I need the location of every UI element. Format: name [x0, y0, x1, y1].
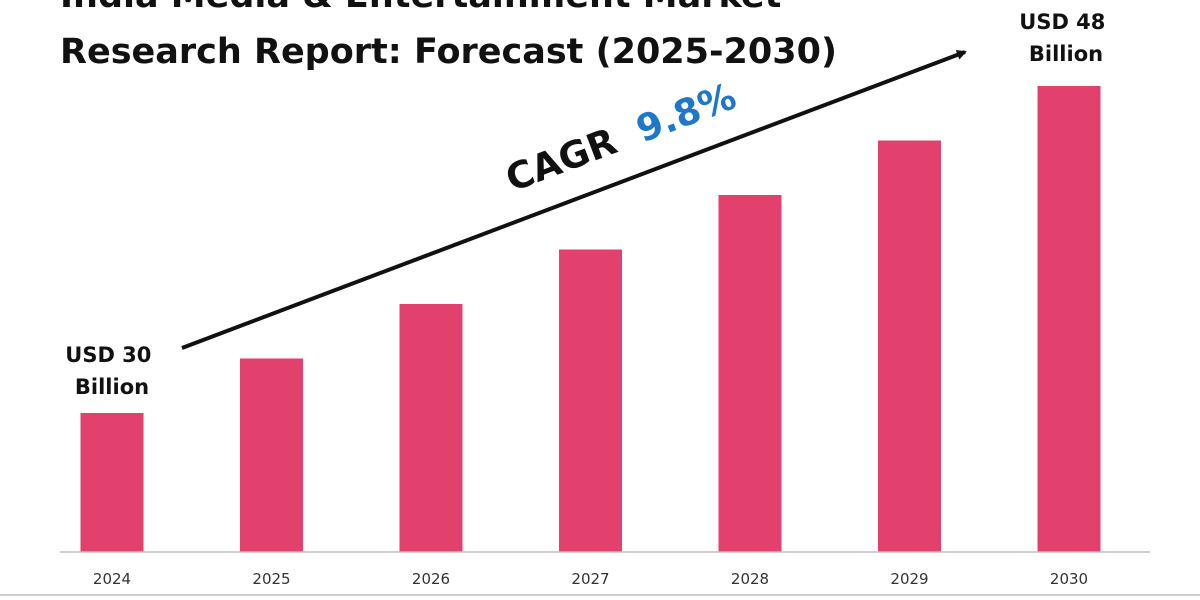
bar-2030	[1037, 86, 1101, 552]
end-value-line-2: Billion	[1029, 42, 1103, 66]
chart-title-line-2: Research Report: Forecast (2025-2030)	[60, 32, 837, 72]
bottom-border	[0, 594, 1200, 596]
x-tick-label-2026: 2026	[412, 570, 450, 588]
cagr-value: 9.8%	[631, 75, 742, 151]
bar-2025	[240, 358, 303, 552]
bar-2024	[80, 413, 144, 552]
x-tick-labels: 2024 2025 2026 2027 2028 2029 2030	[93, 570, 1088, 588]
bar-series	[80, 86, 1101, 552]
x-tick-label-2025: 2025	[252, 570, 290, 588]
start-value-line-1: USD 30	[65, 343, 151, 367]
start-value-line-2: Billion	[75, 375, 149, 399]
bar-2028	[718, 195, 782, 552]
end-value-label: USD 48 Billion	[1019, 10, 1112, 66]
bar-2026	[399, 304, 463, 552]
x-tick-label-2024: 2024	[93, 570, 131, 588]
end-value-line-1: USD 48	[1019, 10, 1105, 34]
growth-trend-arrow	[181, 50, 967, 350]
chart-title: India Media & Entertainment Market Resea…	[60, 0, 940, 80]
x-tick-label-2027: 2027	[571, 570, 609, 588]
x-tick-label-2030: 2030	[1050, 570, 1088, 588]
x-tick-label-2028: 2028	[731, 570, 769, 588]
chart-title-line-1: India Media & Entertainment Market	[60, 0, 940, 24]
bar-2027	[559, 249, 622, 552]
bar-2029	[878, 140, 941, 552]
x-tick-label-2029: 2029	[890, 570, 928, 588]
start-value-label: USD 30 Billion	[65, 343, 158, 399]
